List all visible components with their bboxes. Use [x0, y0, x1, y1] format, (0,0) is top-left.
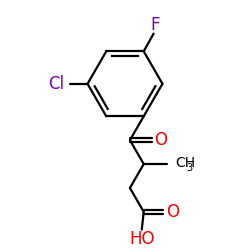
- Text: HO: HO: [129, 230, 154, 248]
- Text: CH: CH: [175, 156, 195, 170]
- Text: F: F: [151, 16, 160, 34]
- Text: O: O: [166, 203, 179, 221]
- Text: Cl: Cl: [48, 75, 64, 93]
- Text: O: O: [154, 131, 167, 149]
- Text: 3: 3: [186, 163, 192, 173]
